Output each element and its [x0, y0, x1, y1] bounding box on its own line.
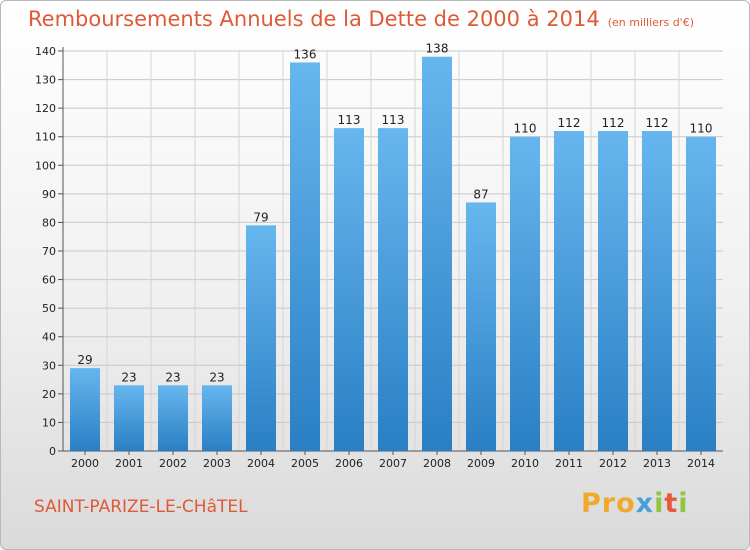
x-tick-label: 2012 — [599, 457, 627, 470]
bar — [202, 385, 232, 451]
x-tick-label: 2008 — [423, 457, 451, 470]
bar — [686, 136, 716, 451]
bar — [422, 56, 452, 451]
y-tick-label: 120 — [35, 102, 56, 115]
bar — [290, 62, 320, 452]
x-tick-label: 2009 — [467, 457, 495, 470]
value-label: 113 — [382, 113, 405, 127]
y-tick-label: 140 — [35, 45, 56, 58]
y-tick-label: 90 — [42, 188, 56, 201]
y-tick-label: 50 — [42, 302, 56, 315]
y-tick-label: 70 — [42, 245, 56, 258]
x-tick-label: 2010 — [511, 457, 539, 470]
bar — [554, 131, 584, 451]
bar — [466, 202, 496, 451]
chart-title: Remboursements Annuels de la Dette de 20… — [28, 7, 694, 31]
x-tick-label: 2000 — [71, 457, 99, 470]
y-tick-label: 30 — [42, 359, 56, 372]
bar — [378, 128, 408, 451]
logo-part-2: x — [635, 488, 655, 519]
x-tick-label: 2005 — [291, 457, 319, 470]
bar — [158, 385, 188, 451]
bar — [510, 136, 540, 451]
y-tick-label: 80 — [42, 216, 56, 229]
labels: 0 10 20 30 40 50 60 70 80 90 100 110 120 130 140 29 2000… — [35, 42, 715, 470]
x-tick-label: 2002 — [159, 457, 187, 470]
x-tick-label: 2014 — [687, 457, 715, 470]
logo-part-4: t — [664, 488, 679, 519]
x-tick-label: 2011 — [555, 457, 583, 470]
x-tick-label: 2007 — [379, 457, 407, 470]
x-tick-label: 2013 — [643, 457, 671, 470]
y-tick-label: 130 — [35, 74, 56, 87]
bar — [598, 131, 628, 451]
bar — [246, 225, 276, 451]
value-label: 23 — [121, 370, 136, 384]
x-tick-label: 2001 — [115, 457, 143, 470]
value-label: 112 — [602, 116, 625, 130]
logo-part-3: i — [654, 488, 665, 519]
y-tick-label: 60 — [42, 274, 56, 287]
value-label: 23 — [165, 370, 180, 384]
value-label: 79 — [253, 210, 268, 224]
bar — [334, 128, 364, 451]
x-tick-label: 2004 — [247, 457, 275, 470]
bar — [642, 131, 672, 451]
y-tick-label: 110 — [35, 131, 56, 144]
value-label: 138 — [426, 42, 449, 56]
chart-title-text: Remboursements Annuels de la Dette de 20… — [28, 7, 600, 31]
x-tick-label: 2003 — [203, 457, 231, 470]
value-label: 113 — [338, 113, 361, 127]
value-label: 23 — [209, 370, 224, 384]
value-label: 110 — [514, 122, 537, 136]
value-label: 136 — [294, 47, 317, 61]
value-label: 112 — [558, 116, 581, 130]
logo-part-5: i — [678, 488, 689, 519]
value-label: 29 — [77, 353, 92, 367]
town-name: SAINT-PARIZE-LE-CHâTEL — [34, 497, 248, 517]
value-label: 110 — [690, 122, 713, 136]
value-label: 87 — [473, 187, 488, 201]
chart-unit: (en milliers d'€) — [607, 16, 694, 29]
y-tick-label: 40 — [42, 331, 56, 344]
y-tick-label: 0 — [49, 445, 56, 458]
bar — [114, 385, 144, 451]
y-tick-label: 20 — [42, 388, 56, 401]
bars — [70, 56, 716, 452]
logo-part-1: Pro — [581, 488, 636, 519]
value-label: 112 — [646, 116, 669, 130]
bar — [70, 368, 100, 451]
y-tick-label: 10 — [42, 416, 56, 429]
proxiti-logo[interactable]: Proxiti — [581, 488, 689, 519]
x-tick-label: 2006 — [335, 457, 363, 470]
y-tick-label: 100 — [35, 159, 56, 172]
